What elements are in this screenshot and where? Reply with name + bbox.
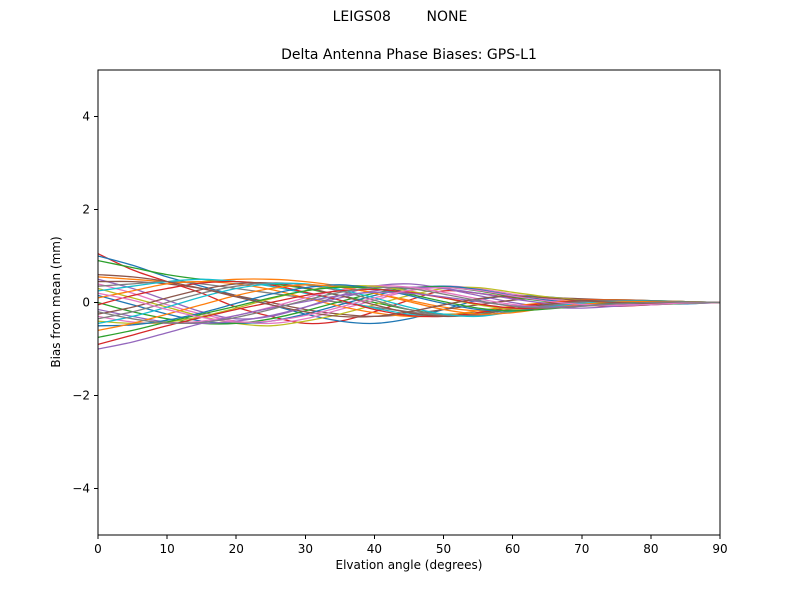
series-line bbox=[98, 282, 720, 320]
x-tick-label: 10 bbox=[159, 542, 174, 556]
y-tick-label: −2 bbox=[72, 389, 90, 403]
x-tick-label: 20 bbox=[229, 542, 244, 556]
chart-title: Delta Antenna Phase Biases: GPS-L1 bbox=[281, 47, 537, 63]
x-tick-label: 40 bbox=[367, 542, 382, 556]
series-line bbox=[98, 273, 720, 318]
x-tick-label: 80 bbox=[643, 542, 658, 556]
y-axis-label: Bias from mean (mm) bbox=[49, 236, 63, 368]
series-line bbox=[98, 286, 720, 323]
y-tick-label: 0 bbox=[82, 296, 90, 310]
x-tick-label: 90 bbox=[712, 542, 727, 556]
series-group bbox=[98, 253, 720, 350]
x-tick-label: 50 bbox=[436, 542, 451, 556]
y-tick-label: 2 bbox=[82, 203, 90, 217]
figure-suptitle: LEIGS08 NONE bbox=[332, 9, 468, 25]
y-tick-label: 4 bbox=[82, 110, 90, 124]
x-tick-label: 0 bbox=[94, 542, 102, 556]
x-tick-label: 70 bbox=[574, 542, 589, 556]
x-tick-label: 60 bbox=[505, 542, 520, 556]
series-line bbox=[98, 278, 720, 320]
x-axis-label: Elvation angle (degrees) bbox=[335, 558, 483, 572]
y-tick-label: −4 bbox=[72, 482, 90, 496]
series-line bbox=[98, 286, 720, 324]
x-tick-label: 30 bbox=[298, 542, 313, 556]
